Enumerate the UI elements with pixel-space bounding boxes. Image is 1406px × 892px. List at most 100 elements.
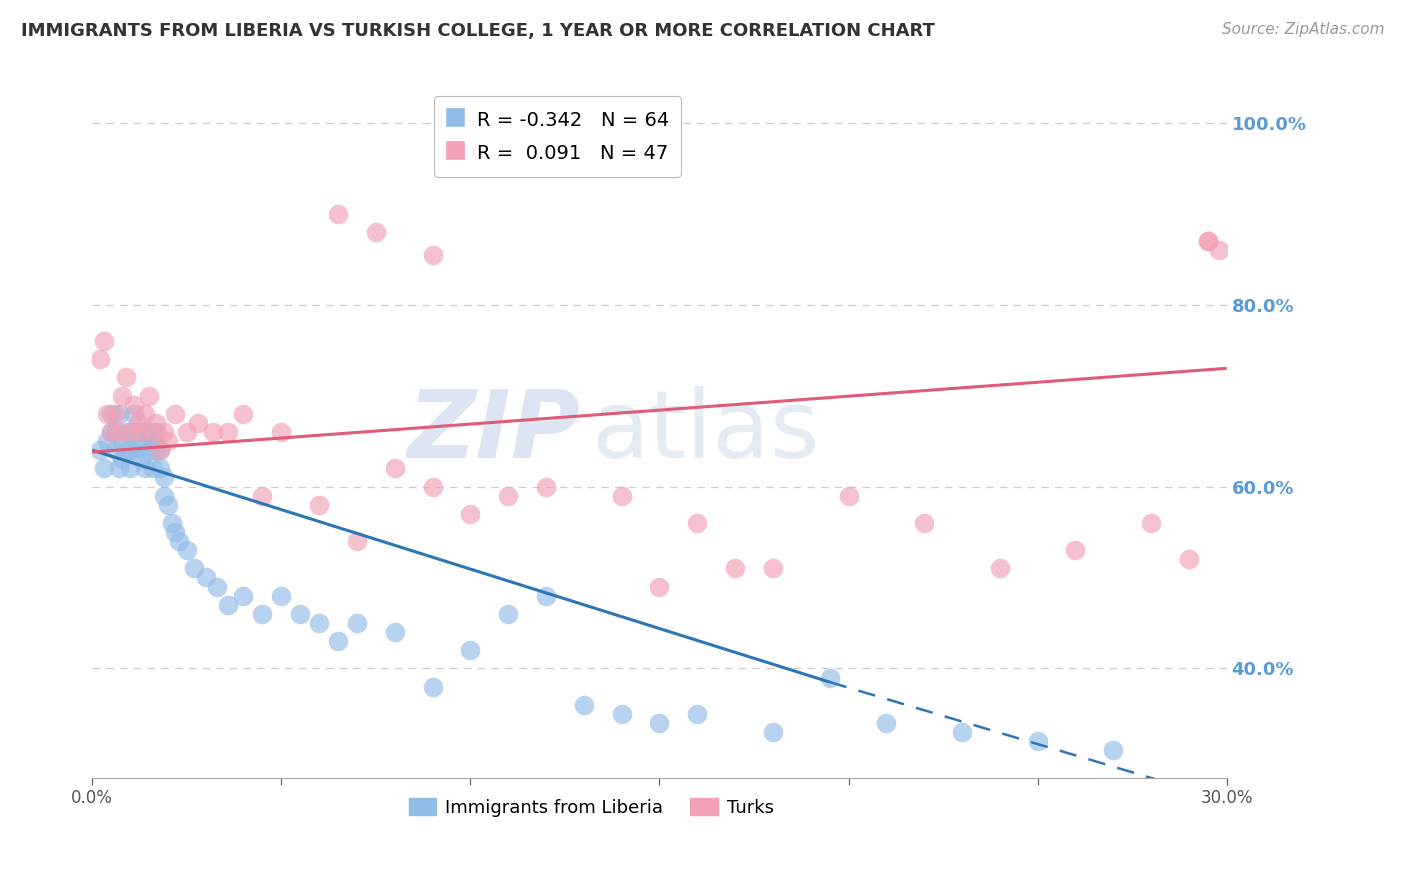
Point — [145, 416, 167, 430]
Text: Source: ZipAtlas.com: Source: ZipAtlas.com — [1222, 22, 1385, 37]
Point — [1140, 516, 1163, 530]
Point — [111, 434, 134, 448]
Point — [252, 489, 274, 503]
Point — [142, 461, 165, 475]
Point — [96, 434, 118, 448]
Point — [156, 498, 179, 512]
Point — [205, 580, 228, 594]
Point — [153, 425, 176, 439]
Point — [100, 425, 122, 439]
Point — [364, 225, 387, 239]
Text: atlas: atlas — [592, 386, 820, 478]
Point — [115, 425, 138, 439]
Point — [183, 561, 205, 575]
Point — [384, 625, 406, 640]
Point — [1178, 552, 1201, 566]
Point — [111, 388, 134, 402]
Point — [104, 425, 127, 439]
Point — [724, 561, 747, 575]
Point — [232, 589, 254, 603]
Point — [131, 452, 153, 467]
Point — [252, 607, 274, 621]
Point — [176, 543, 198, 558]
Point — [127, 443, 149, 458]
Point — [217, 598, 239, 612]
Point — [138, 425, 160, 439]
Point — [153, 489, 176, 503]
Point — [89, 443, 111, 458]
Point — [118, 443, 141, 458]
Point — [134, 407, 156, 421]
Point — [270, 589, 292, 603]
Point — [167, 534, 190, 549]
Point — [138, 388, 160, 402]
Point — [107, 461, 129, 475]
Point — [1102, 743, 1125, 757]
Point — [142, 434, 165, 448]
Point — [131, 425, 153, 439]
Point — [160, 516, 183, 530]
Point — [107, 425, 129, 439]
Point — [118, 425, 141, 439]
Point — [100, 407, 122, 421]
Point — [131, 434, 153, 448]
Point — [145, 443, 167, 458]
Point — [149, 443, 172, 458]
Point — [122, 398, 145, 412]
Text: IMMIGRANTS FROM LIBERIA VS TURKISH COLLEGE, 1 YEAR OR MORE CORRELATION CHART: IMMIGRANTS FROM LIBERIA VS TURKISH COLLE… — [21, 22, 935, 40]
Point — [762, 561, 785, 575]
Point — [194, 570, 217, 584]
Point — [326, 634, 349, 648]
Point — [122, 407, 145, 421]
Point — [134, 461, 156, 475]
Point — [950, 725, 973, 739]
Point — [1064, 543, 1087, 558]
Point — [326, 207, 349, 221]
Point — [686, 706, 709, 721]
Point — [912, 516, 935, 530]
Point — [610, 706, 633, 721]
Point — [818, 671, 841, 685]
Point — [496, 489, 519, 503]
Point — [115, 443, 138, 458]
Point — [422, 680, 444, 694]
Point — [460, 507, 482, 521]
Point — [290, 607, 312, 621]
Point — [96, 407, 118, 421]
Point — [134, 425, 156, 439]
Point — [308, 615, 330, 630]
Point — [610, 489, 633, 503]
Point — [93, 461, 115, 475]
Point — [1197, 234, 1219, 248]
Point — [648, 716, 671, 731]
Point — [104, 443, 127, 458]
Point — [422, 247, 444, 261]
Point — [232, 407, 254, 421]
Point — [165, 524, 187, 539]
Point — [686, 516, 709, 530]
Point — [534, 479, 557, 493]
Point — [762, 725, 785, 739]
Point — [202, 425, 225, 439]
Point — [875, 716, 897, 731]
Point — [100, 425, 122, 439]
Point — [988, 561, 1011, 575]
Point — [422, 479, 444, 493]
Point — [572, 698, 595, 712]
Point — [149, 461, 172, 475]
Point — [138, 443, 160, 458]
Point — [187, 416, 209, 430]
Point — [156, 434, 179, 448]
Point — [176, 425, 198, 439]
Point — [270, 425, 292, 439]
Point — [127, 416, 149, 430]
Point — [496, 607, 519, 621]
Point — [217, 425, 239, 439]
Point — [122, 425, 145, 439]
Text: ZIP: ZIP — [408, 386, 581, 478]
Point — [346, 534, 368, 549]
Point — [149, 443, 172, 458]
Point — [648, 580, 671, 594]
Point — [142, 425, 165, 439]
Point — [1197, 234, 1219, 248]
